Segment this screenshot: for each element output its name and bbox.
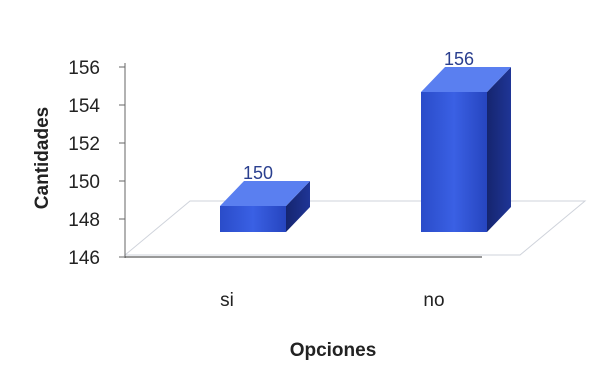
bar-top-face [421, 67, 511, 92]
bar-front-face [421, 92, 487, 232]
category-labels: si no [220, 290, 444, 311]
y-tick-label: 150 [68, 172, 100, 193]
y-tick-label: 154 [68, 96, 100, 117]
bar-si [220, 181, 310, 232]
y-axis-ticks: 146 148 150 152 154 156 [68, 58, 125, 269]
floor-plane [123, 200, 587, 256]
bar-side-face [487, 67, 511, 232]
bar-front-face [220, 206, 286, 232]
data-label-no: 156 [444, 49, 474, 69]
category-label-si: si [220, 290, 234, 311]
bar-no [421, 67, 511, 232]
y-axis-title: Cantidades [32, 107, 53, 209]
bar-side-face [286, 181, 310, 232]
y-tick-label: 152 [68, 134, 100, 155]
y-tick-label: 156 [68, 58, 100, 79]
bars [220, 67, 511, 232]
y-tick-label: 146 [68, 248, 100, 269]
data-labels: 150 156 [243, 49, 474, 183]
x-axis-title: Opciones [290, 340, 377, 361]
data-label-si: 150 [243, 163, 273, 183]
y-tick-label: 148 [68, 210, 100, 231]
category-label-no: no [423, 290, 444, 311]
bar-top-face [220, 181, 310, 206]
